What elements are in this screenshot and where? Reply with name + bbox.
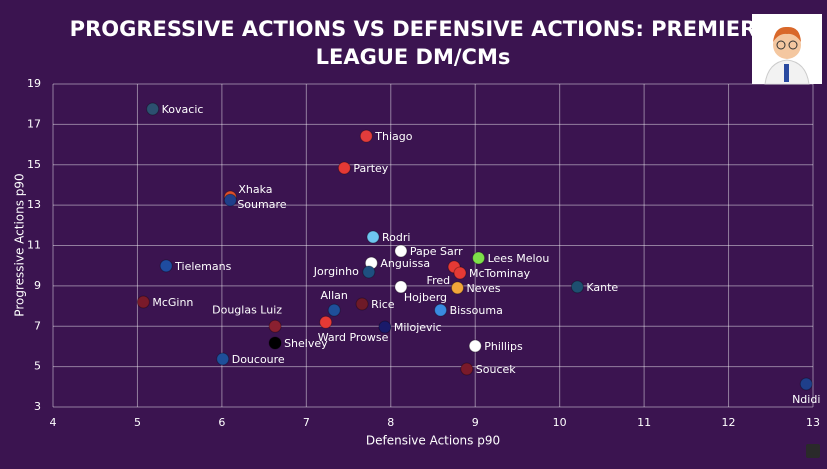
point-label: McGinn — [152, 296, 193, 309]
y-tick-label: 19 — [27, 77, 41, 90]
point — [460, 362, 474, 376]
point-label: Allan — [321, 289, 348, 302]
point-label: Xhaka — [238, 183, 272, 196]
point — [268, 336, 282, 350]
point — [146, 102, 160, 116]
point — [472, 251, 486, 265]
point — [337, 161, 351, 175]
point — [450, 281, 464, 295]
x-tick-label: 8 — [387, 416, 394, 429]
point — [453, 266, 467, 280]
y-tick-label: 9 — [34, 279, 41, 292]
point — [362, 265, 376, 279]
point-label: Anguissa — [380, 257, 430, 270]
y-tick-label: 11 — [27, 239, 41, 252]
x-tick-label: 11 — [637, 416, 651, 429]
point-label: Douglas Luiz — [212, 303, 282, 316]
point-label: Neves — [466, 282, 500, 295]
point-label: Shelvey — [284, 337, 328, 350]
point-label: Pape Sarr — [410, 245, 463, 258]
point — [136, 295, 150, 309]
point-label: Rodri — [382, 231, 410, 244]
y-tick-label: 17 — [27, 117, 41, 130]
point — [223, 193, 237, 207]
point — [159, 259, 173, 273]
x-tick-label: 10 — [553, 416, 567, 429]
point-label: Soucek — [476, 363, 516, 376]
point-label: Hojberg — [404, 291, 447, 304]
point — [378, 320, 392, 334]
point-label: Fred — [427, 274, 451, 287]
icon — [806, 444, 820, 458]
x-tick-label: 4 — [50, 416, 57, 429]
point — [268, 319, 282, 333]
chart-title: PROGRESSIVE ACTIONS VS DEFENSIVE ACTIONS… — [70, 17, 757, 41]
point-label: Tielemans — [174, 260, 231, 273]
point — [799, 377, 813, 391]
point — [327, 303, 341, 317]
y-tick-label: 3 — [34, 400, 41, 413]
y-tick-label: 5 — [34, 360, 41, 373]
point — [570, 280, 584, 294]
point — [355, 297, 369, 311]
point — [394, 280, 408, 294]
x-tick-label: 12 — [722, 416, 736, 429]
y-tick-label: 7 — [34, 319, 41, 332]
point-label: Kovacic — [162, 103, 204, 116]
y-tick-label: 13 — [27, 198, 41, 211]
point — [434, 303, 448, 317]
point-label: Ndidi — [792, 393, 820, 406]
x-tick-label: 7 — [303, 416, 310, 429]
point-label: Milojevic — [394, 321, 442, 334]
point-label: Bissouma — [450, 304, 503, 317]
point — [366, 230, 380, 244]
point — [394, 244, 408, 258]
y-axis-label: Progressive Actions p90 — [13, 173, 27, 316]
point — [359, 129, 373, 143]
point — [468, 339, 482, 353]
x-tick-label: 13 — [806, 416, 820, 429]
point-label: Partey — [353, 162, 388, 175]
x-tick-label: 6 — [218, 416, 225, 429]
point-label: Lees Melou — [488, 252, 550, 265]
chart-title: LEAGUE DM/CMs — [316, 45, 511, 69]
avatar — [752, 14, 822, 85]
point-label: Doucoure — [232, 353, 285, 366]
point — [216, 352, 230, 366]
point-label: Thiago — [374, 130, 412, 143]
point-label: Ward Prowse — [318, 331, 389, 344]
point — [319, 315, 333, 329]
y-tick-label: 15 — [27, 158, 41, 171]
point-label: Phillips — [484, 340, 523, 353]
point-label: Kante — [586, 281, 618, 294]
x-tick-label: 5 — [134, 416, 141, 429]
point-label: Jorginho — [313, 265, 359, 278]
x-tick-label: 9 — [472, 416, 479, 429]
x-axis-label: Defensive Actions p90 — [366, 434, 500, 448]
point-label: McTominay — [469, 267, 531, 280]
point-label: Rice — [371, 298, 395, 311]
point-label: Soumare — [237, 198, 286, 211]
